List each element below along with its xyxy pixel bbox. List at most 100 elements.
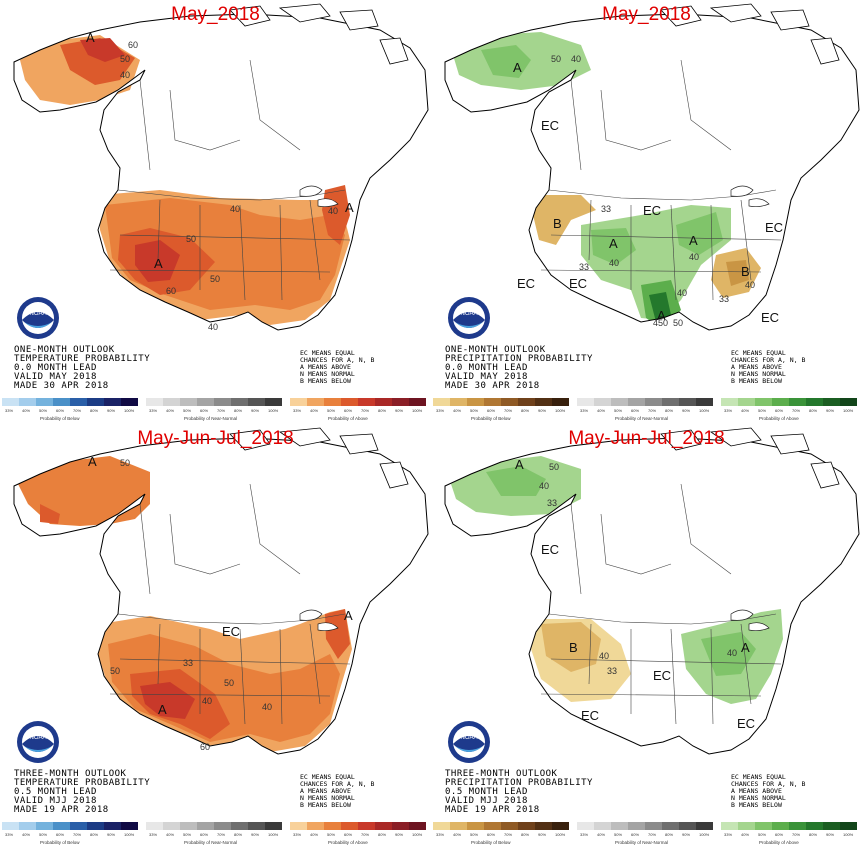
colorbar-swatch xyxy=(163,398,180,406)
colorbar-tick: 90% xyxy=(107,408,116,413)
state-border xyxy=(119,234,351,241)
colorbar-caption: Probability of Below xyxy=(471,416,511,421)
colorbar-swatch xyxy=(535,822,552,830)
state-border xyxy=(588,623,592,685)
map-label: A xyxy=(154,256,163,271)
colorbar-caption: Probability of Above xyxy=(759,416,799,421)
legend-line: B MEANS BELOW xyxy=(300,801,351,809)
colorbar-tick: 100% xyxy=(412,408,423,413)
state-border xyxy=(680,483,732,575)
arctic-island xyxy=(770,433,810,455)
state-border xyxy=(548,613,777,625)
colorbar-swatch xyxy=(2,822,19,830)
panel-title: May-Jun-Jul_2018 xyxy=(137,428,294,449)
colorbar-swatch xyxy=(70,822,87,830)
colorbar-tick: 40% xyxy=(22,408,31,413)
colorbar-tick: 90% xyxy=(682,408,691,413)
colorbar-swatch xyxy=(197,398,214,406)
colorbar-swatch xyxy=(392,398,409,406)
legend-line: CHANCES FOR A, N, B xyxy=(731,356,806,364)
map-label: A xyxy=(86,30,95,45)
colorbar-tick: 50% xyxy=(39,832,48,837)
colorbar-tick: 90% xyxy=(682,832,691,837)
info-line: VALID MAY 2018 xyxy=(445,372,528,382)
colorbar-swatch xyxy=(324,398,341,406)
map-label: B xyxy=(741,264,750,279)
colorbar-swatch xyxy=(662,822,679,830)
great-lakes xyxy=(730,609,770,632)
colorbar-swatch xyxy=(36,822,53,830)
colorbar-caption: Probability of Near-Normal xyxy=(615,840,669,845)
colorbar-tick: 100% xyxy=(124,408,135,413)
colorbar-tick: 50% xyxy=(758,832,767,837)
legend-line: EC MEANS EQUAL xyxy=(300,773,355,781)
probability-colorbar: 33% 40% 50% 60% 70% 80% 90% 100% Probability of … xyxy=(0,398,431,424)
map-label: A xyxy=(657,308,666,323)
colorbar-tick: 100% xyxy=(555,408,566,413)
colorbar-swatch xyxy=(594,398,611,406)
info-line: MADE 19 APR 2018 xyxy=(14,805,109,815)
map-label: A xyxy=(609,236,618,251)
colorbar-tick: 80% xyxy=(378,832,387,837)
colorbar-swatch xyxy=(789,398,806,406)
colorbar-swatch xyxy=(645,822,662,830)
state-border xyxy=(279,204,283,301)
probability-region xyxy=(325,609,350,659)
map-label: 40 xyxy=(609,258,619,268)
arctic-island xyxy=(379,37,409,65)
colorbar-swatch xyxy=(146,822,163,830)
noaa-logo-text: NOAA xyxy=(29,311,46,317)
colorbar-swatch xyxy=(772,822,789,830)
colorbar-tick: 60% xyxy=(775,408,784,413)
colorbar-swatch xyxy=(290,398,307,406)
colorbar-swatch xyxy=(19,822,36,830)
legend-line: EC MEANS EQUAL xyxy=(731,773,786,781)
map-label: 50 xyxy=(110,666,120,676)
colorbar-swatch xyxy=(484,822,501,830)
info-line: PRECIPITATION PROBABILITY xyxy=(445,354,593,364)
panel-title: May_2018 xyxy=(171,4,260,25)
map-label: 60 xyxy=(200,742,210,752)
arctic-island xyxy=(229,429,271,451)
colorbar-swatch xyxy=(696,822,713,830)
colorbar-swatch xyxy=(307,398,324,406)
probability-region xyxy=(486,466,546,496)
colorbar-swatch xyxy=(467,398,484,406)
colorbar-swatch xyxy=(467,822,484,830)
legend-line: A MEANS ABOVE xyxy=(731,787,782,795)
colorbar-caption: Probability of Above xyxy=(328,840,368,845)
info-line: 0.5 MONTH LEAD xyxy=(445,787,528,797)
info-line: TEMPERATURE PROBABILITY xyxy=(14,354,151,364)
noaa-logo-text: NOAA xyxy=(29,735,46,741)
probability-region xyxy=(591,228,636,265)
colorbar-tick: 80% xyxy=(665,832,674,837)
colorbar-tick: 60% xyxy=(200,832,209,837)
probability-region xyxy=(135,240,180,282)
map-label: A xyxy=(158,702,167,717)
colorbar-swatch xyxy=(696,398,713,406)
map-label: EC xyxy=(643,203,661,218)
colorbar-swatch xyxy=(518,822,535,830)
great-lakes xyxy=(299,185,339,208)
coastline xyxy=(13,437,429,755)
colorbar-swatch xyxy=(806,822,823,830)
colorbar-swatch xyxy=(358,398,375,406)
legend-line: N MEANS NORMAL xyxy=(731,794,786,802)
colorbar-swatch xyxy=(87,398,104,406)
probability-region xyxy=(18,456,150,526)
state-border xyxy=(670,628,677,725)
map-label: 40 xyxy=(745,280,755,290)
colorbar-tick: 70% xyxy=(217,408,226,413)
map-label: 60 xyxy=(128,40,138,50)
colorbar-tick: 80% xyxy=(809,832,818,837)
noaa-logo-text: NOAA xyxy=(460,735,477,741)
colorbar-tick: 40% xyxy=(166,832,175,837)
info-line: VALID MAY 2018 xyxy=(14,372,97,382)
outlook-info: THREE-MONTH OUTLOOK TEMPERATURE PROBABILI… xyxy=(14,770,150,815)
arctic-island xyxy=(278,427,331,447)
colorbar-swatch xyxy=(721,822,738,830)
colorbar-tick: 80% xyxy=(521,832,530,837)
colorbar-swatch xyxy=(806,398,823,406)
arctic-island xyxy=(660,429,702,451)
